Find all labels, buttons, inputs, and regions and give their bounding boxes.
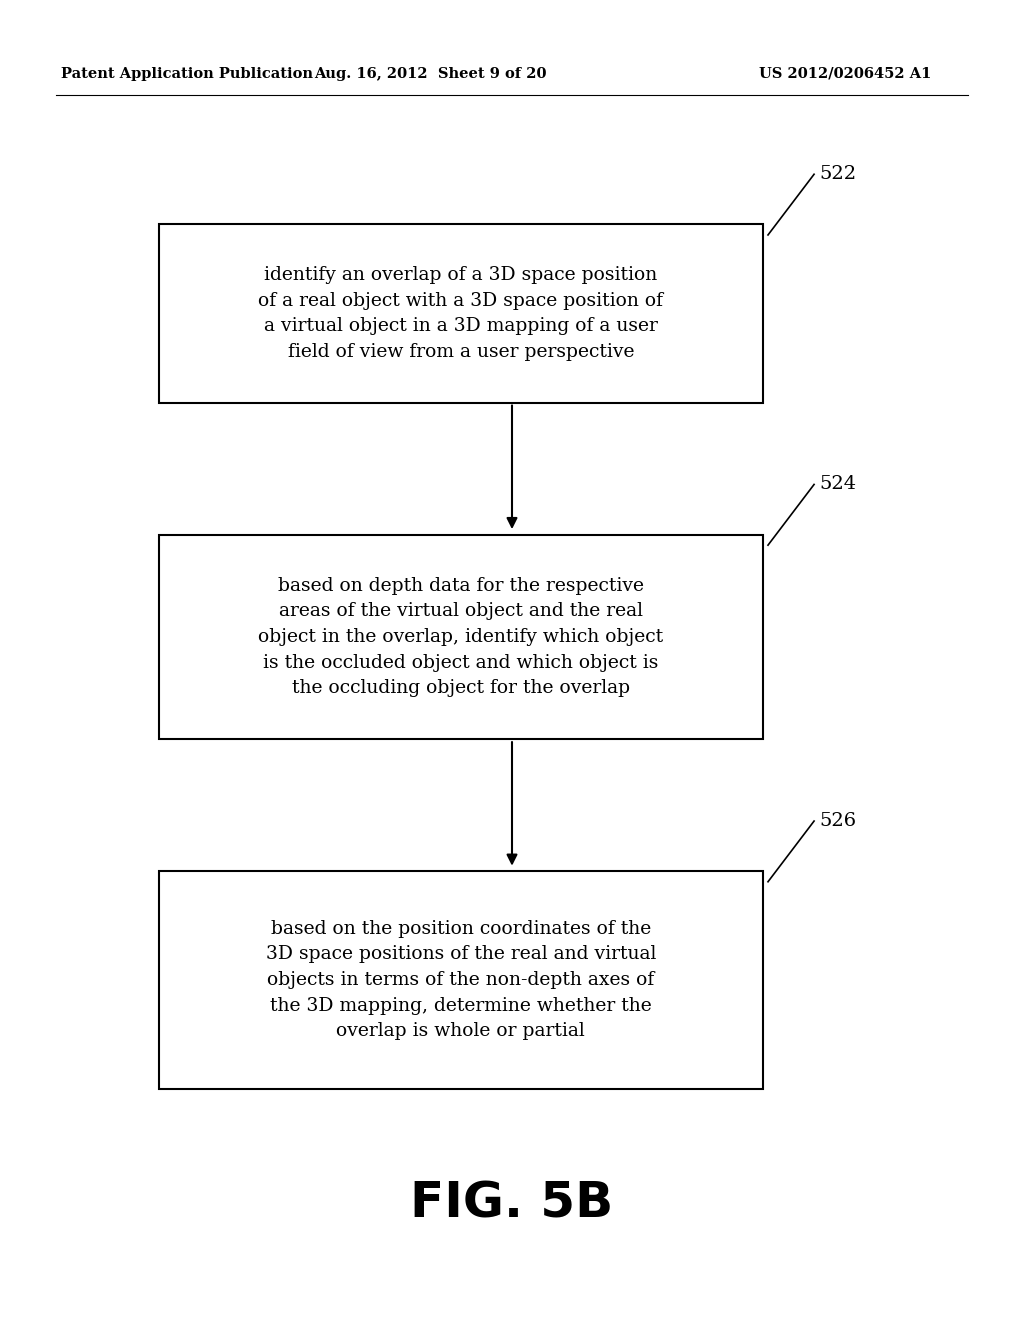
Text: Aug. 16, 2012  Sheet 9 of 20: Aug. 16, 2012 Sheet 9 of 20: [313, 67, 547, 81]
Bar: [159, 871, 763, 1089]
Text: Patent Application Publication: Patent Application Publication: [61, 67, 313, 81]
Text: 526: 526: [819, 812, 856, 830]
Text: FIG. 5B: FIG. 5B: [411, 1180, 613, 1228]
Bar: [159, 535, 763, 739]
Bar: [159, 224, 763, 403]
Text: US 2012/0206452 A1: US 2012/0206452 A1: [760, 67, 932, 81]
Text: 524: 524: [819, 475, 856, 494]
Text: based on depth data for the respective
areas of the virtual object and the real
: based on depth data for the respective a…: [258, 577, 664, 697]
Text: 522: 522: [819, 165, 856, 183]
Text: based on the position coordinates of the
3D space positions of the real and virt: based on the position coordinates of the…: [265, 920, 656, 1040]
Text: identify an overlap of a 3D space position
of a real object with a 3D space posi: identify an overlap of a 3D space positi…: [258, 265, 664, 362]
